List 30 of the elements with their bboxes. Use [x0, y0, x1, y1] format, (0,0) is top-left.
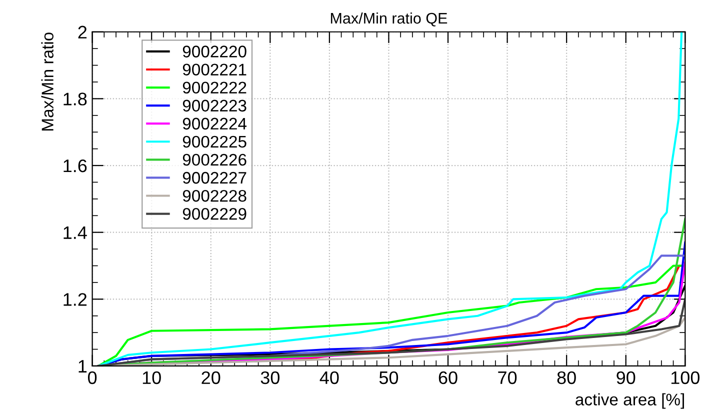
x-tick-label: 80 — [557, 371, 576, 384]
x-axis-title: active area [%] — [576, 393, 684, 409]
x-tick-label: 40 — [320, 371, 339, 384]
x-tick-label: 0 — [88, 371, 97, 384]
x-tick-label: 90 — [616, 371, 636, 384]
x-tick-label: 100 — [671, 371, 700, 384]
x-tick-label: 10 — [142, 371, 161, 384]
y-tick-label: 1 — [78, 360, 87, 373]
y-tick-label: 1.8 — [64, 92, 87, 106]
x-tick-label: 30 — [260, 371, 280, 384]
legend-label: 9002223 — [182, 100, 246, 112]
legend-label: 9002229 — [182, 208, 246, 220]
y-tick-label: 1.2 — [64, 293, 87, 306]
legend-label: 9002228 — [182, 190, 246, 202]
y-tick-label: 1.6 — [64, 159, 87, 172]
x-tick-label: 50 — [379, 371, 398, 384]
chart-title: Max/Min ratio QE — [330, 12, 448, 26]
legend-label: 9002222 — [182, 82, 246, 94]
legend-label: 9002221 — [182, 64, 246, 76]
legend-label: 9002224 — [182, 118, 247, 130]
x-tick-label: 60 — [438, 371, 458, 384]
y-tick-label: 1.4 — [64, 226, 87, 239]
legend-label: 9002220 — [182, 46, 246, 58]
x-tick-label: 70 — [498, 371, 517, 384]
y-tick-label: 2 — [78, 26, 87, 38]
legend-label: 9002225 — [182, 136, 246, 148]
legend-label: 9002226 — [182, 154, 246, 166]
x-tick-label: 20 — [202, 371, 220, 384]
y-axis-title: Max/Min ratio — [41, 32, 54, 131]
legend-label: 9002227 — [182, 172, 246, 184]
